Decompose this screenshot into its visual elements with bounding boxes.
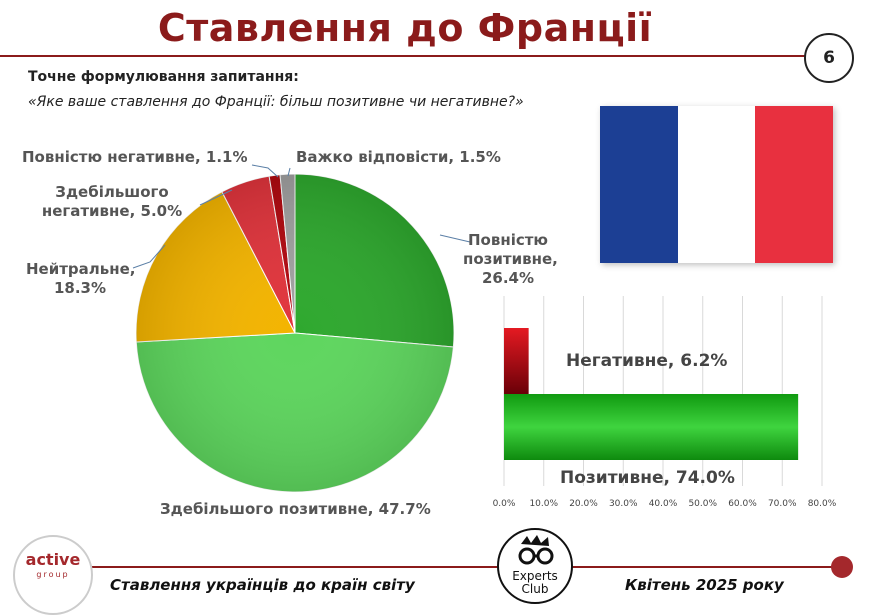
active-group-logo <box>13 535 93 615</box>
bar-tick-label-7: 70.0% <box>768 499 797 509</box>
bar-tick-label-6: 60.0% <box>728 499 757 509</box>
leader-line-mostly-negative <box>199 189 233 206</box>
bar-tick-label-1: 10.0% <box>529 499 558 509</box>
leader-line-neutral <box>132 244 166 269</box>
footer-survey-title: Ставлення українців до країн світу <box>110 576 415 594</box>
bar-tick-label-2: 20.0% <box>569 499 598 509</box>
glasses-icon <box>518 535 554 565</box>
bar-label-negative: Негативне, 6.2% <box>566 351 728 371</box>
pie-shading <box>136 174 454 492</box>
label-mostly-positive: Здебільшого позитивне, 47.7% <box>160 500 431 518</box>
question-label: Точне формулювання запитання: <box>28 69 299 85</box>
question-text: «Яке ваше ставлення до Франції: більш по… <box>28 94 524 110</box>
leader-line-fully-positive <box>439 234 471 243</box>
bar-1 <box>504 394 799 460</box>
bar-label-positive: Позитивне, 74.0% <box>560 468 735 488</box>
logo-text-sub: group <box>36 570 70 579</box>
label-fully-negative: Повністю негативне, 1.1% <box>22 148 248 166</box>
bar-tick-label-4: 40.0% <box>649 499 678 509</box>
bar-tick-label-0: 0.0% <box>493 499 516 509</box>
flag-stripe-white <box>677 106 756 263</box>
experts-club-text-2: Club <box>521 582 549 596</box>
title-underline <box>0 55 806 57</box>
page-number: 6 <box>804 33 854 83</box>
bar-tick-label-5: 50.0% <box>688 499 717 509</box>
label-neutral: Нейтральне, 18.3% <box>26 260 136 297</box>
footer-dot <box>831 556 853 578</box>
leader-line-fully-negative <box>251 164 279 178</box>
experts-club-logo <box>497 528 573 604</box>
page-title: Ставлення до Франції <box>157 6 653 50</box>
leader-line-hard-to-say <box>287 167 291 177</box>
bar-tick-label-8: 80.0% <box>808 499 837 509</box>
label-mostly-negative: Здебільшого негативне, 5.0% <box>41 183 183 220</box>
label-fully-positive: Повністю позитивне, 26.4% <box>463 231 558 287</box>
experts-club-text-1: Experts <box>512 569 558 583</box>
bar-tick-label-3: 30.0% <box>609 499 638 509</box>
footer-divider <box>18 566 838 568</box>
france-flag <box>600 106 834 263</box>
bar-marks <box>504 328 799 460</box>
flag-stripe-red <box>755 106 834 263</box>
bar-0 <box>504 328 529 394</box>
logo-text-main: active <box>25 550 81 569</box>
flag-stripe-blue <box>600 106 678 263</box>
label-hard-to-say: Важко відповісти, 1.5% <box>296 148 501 166</box>
footer-date: Квітень 2025 року <box>625 576 784 594</box>
bar-tick-labels: 0.0% 10.0% 20.0% 30.0% 40.0% 50.0% 60.0% 70.0% 8… <box>493 499 837 509</box>
